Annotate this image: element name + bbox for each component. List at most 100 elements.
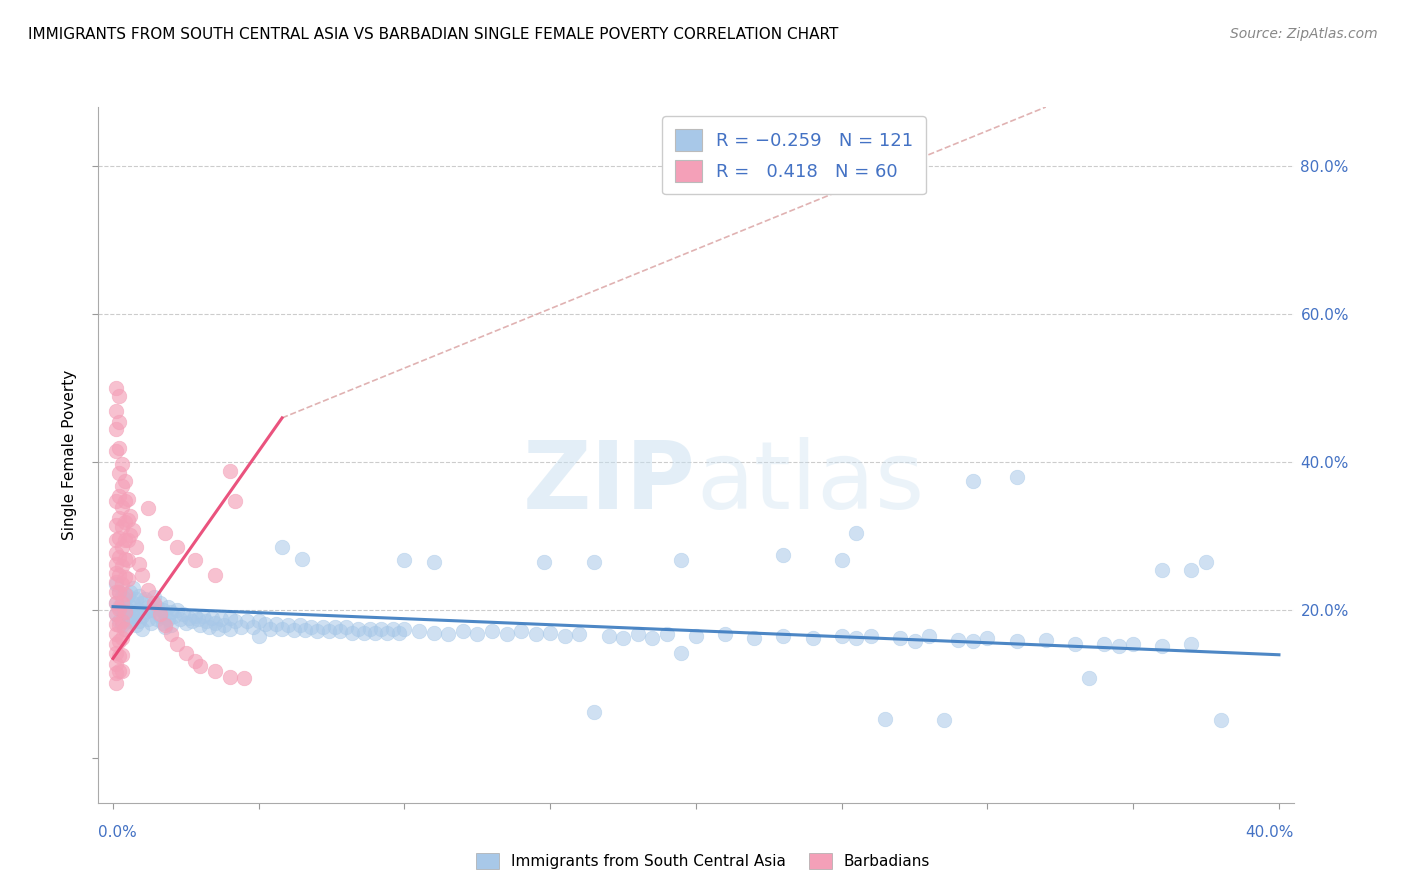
Point <box>104 646 127 660</box>
Point <box>174 615 197 630</box>
Point <box>104 381 127 395</box>
Point <box>111 589 134 603</box>
Point <box>271 541 294 555</box>
Point <box>122 609 145 624</box>
Point <box>117 603 139 617</box>
Point <box>111 541 134 555</box>
Point <box>212 618 235 632</box>
Point <box>152 615 174 630</box>
Point <box>1152 639 1174 653</box>
Point <box>1005 634 1028 648</box>
Point <box>218 464 240 478</box>
Point <box>108 567 131 582</box>
Point <box>204 615 226 630</box>
Point <box>114 474 136 488</box>
Point <box>962 634 984 648</box>
Point <box>231 620 253 634</box>
Point <box>177 611 200 625</box>
Point <box>117 589 139 603</box>
Point <box>408 624 430 638</box>
Point <box>845 632 868 646</box>
Point <box>1180 563 1202 577</box>
Point <box>114 592 136 607</box>
Point <box>111 500 134 514</box>
Point <box>845 525 868 540</box>
Point <box>193 608 215 623</box>
Point <box>108 489 131 503</box>
Point <box>582 706 605 720</box>
Text: 40.0%: 40.0% <box>1246 825 1294 840</box>
Legend: R = −0.259   N = 121, R =   0.418   N = 60: R = −0.259 N = 121, R = 0.418 N = 60 <box>662 116 927 194</box>
Y-axis label: Single Female Poverty: Single Female Poverty <box>62 370 77 540</box>
Point <box>104 493 127 508</box>
Point <box>166 637 188 651</box>
Point <box>114 570 136 584</box>
Point <box>524 627 547 641</box>
Point <box>117 492 139 507</box>
Point <box>108 649 131 664</box>
Text: atlas: atlas <box>696 437 924 529</box>
Point <box>104 546 127 560</box>
Point <box>510 624 533 638</box>
Point <box>125 618 148 632</box>
Point <box>136 582 159 597</box>
Point <box>136 501 159 516</box>
Point <box>114 622 136 636</box>
Point <box>801 632 824 646</box>
Point <box>108 664 131 678</box>
Point <box>122 596 145 610</box>
Point <box>114 607 136 621</box>
Point <box>155 618 177 632</box>
Point <box>160 627 183 641</box>
Point <box>157 599 180 614</box>
Point <box>122 524 145 538</box>
Point <box>131 567 153 582</box>
Point <box>104 596 127 610</box>
Point <box>1195 555 1218 569</box>
Point <box>131 596 153 610</box>
Point <box>264 616 287 631</box>
Point <box>1064 637 1087 651</box>
Point <box>117 513 139 527</box>
Point <box>117 572 139 586</box>
Point <box>104 518 127 533</box>
Point <box>364 625 387 640</box>
Point <box>139 603 162 617</box>
Point <box>242 620 264 634</box>
Point <box>117 553 139 567</box>
Point <box>381 622 404 636</box>
Point <box>125 605 148 619</box>
Point <box>918 629 941 643</box>
Point <box>120 599 142 614</box>
Point <box>1122 637 1144 651</box>
Point <box>1108 639 1130 653</box>
Point <box>169 612 191 626</box>
Point <box>742 632 765 646</box>
Point <box>204 567 226 582</box>
Point <box>218 670 240 684</box>
Point <box>149 608 172 623</box>
Point <box>108 585 131 599</box>
Point <box>305 624 328 638</box>
Point <box>233 672 256 686</box>
Point <box>104 444 127 458</box>
Point <box>111 479 134 493</box>
Point <box>134 605 156 619</box>
Point <box>685 629 707 643</box>
Point <box>114 622 136 636</box>
Point <box>108 511 131 525</box>
Point <box>155 607 177 621</box>
Point <box>568 627 591 641</box>
Point <box>142 603 165 617</box>
Point <box>772 548 794 562</box>
Point <box>1180 637 1202 651</box>
Point <box>247 629 270 643</box>
Point <box>108 415 131 429</box>
Point <box>108 389 131 403</box>
Point <box>394 622 416 636</box>
Point <box>209 612 232 626</box>
Point <box>111 603 134 617</box>
Point <box>128 558 150 572</box>
Point <box>104 637 127 651</box>
Point <box>104 577 127 591</box>
